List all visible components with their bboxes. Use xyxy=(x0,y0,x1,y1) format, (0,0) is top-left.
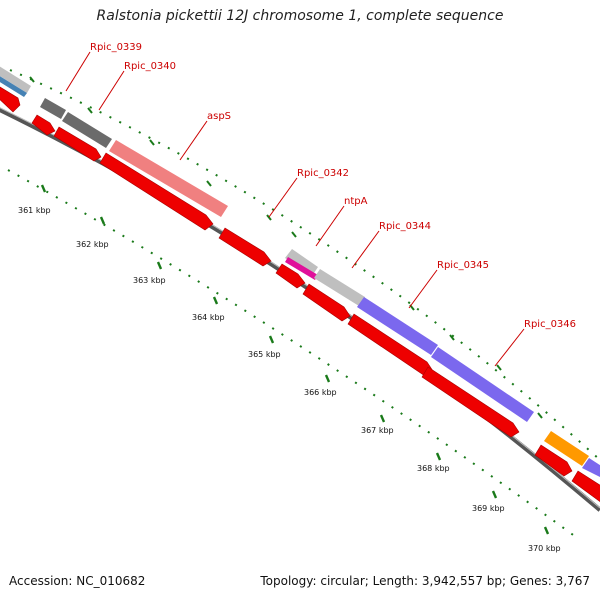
label-leaders xyxy=(65,51,525,367)
gene-label[interactable]: Rpic_0340 xyxy=(124,61,176,72)
gene-bar[interactable] xyxy=(62,112,112,148)
cds-arrow[interactable] xyxy=(99,152,214,231)
gene-bar[interactable] xyxy=(544,431,589,466)
gene-label[interactable]: ntpA xyxy=(344,196,368,207)
gene-bar[interactable] xyxy=(0,66,31,93)
cds-arrow[interactable] xyxy=(421,366,520,438)
scale-label: 362 kbp xyxy=(76,240,109,249)
cds-arrow[interactable] xyxy=(0,86,21,113)
cds-arrow[interactable] xyxy=(302,283,351,322)
cds-arrow[interactable] xyxy=(31,114,56,136)
gene-bar[interactable] xyxy=(582,458,600,480)
genome-backbone xyxy=(0,107,600,512)
gene-bar[interactable] xyxy=(285,249,318,276)
cds-arrow[interactable] xyxy=(275,263,306,289)
gene-bar[interactable] xyxy=(431,347,534,422)
gene-bar[interactable] xyxy=(314,269,365,306)
cds-arrow[interactable] xyxy=(347,313,434,377)
cds-arrow[interactable] xyxy=(571,470,600,506)
gene-bar[interactable] xyxy=(285,257,318,280)
gene-label[interactable]: Rpic_0339 xyxy=(90,42,142,53)
scale-label: 368 kbp xyxy=(417,464,450,473)
scale-arc xyxy=(7,169,581,541)
gene-bar[interactable] xyxy=(109,140,228,217)
gene-label[interactable]: Rpic_0345 xyxy=(437,260,489,271)
gene-bar[interactable] xyxy=(0,75,27,97)
scale-label: 370 kbp xyxy=(528,544,561,553)
scale-label: 364 kbp xyxy=(192,313,225,322)
gene-label[interactable]: Rpic_0346 xyxy=(524,319,576,330)
cds-arrow[interactable] xyxy=(218,227,272,267)
gene-label[interactable]: aspS xyxy=(207,111,231,122)
gene-bar[interactable] xyxy=(357,297,438,355)
map-title: Ralstonia pickettii 12J chromosome 1, co… xyxy=(96,8,504,24)
scale-label: 365 kbp xyxy=(248,350,281,359)
scale-label: 369 kbp xyxy=(472,504,505,513)
scale-label: 361 kbp xyxy=(18,206,51,215)
scale-label: 363 kbp xyxy=(133,276,166,285)
gene-label[interactable]: Rpic_0344 xyxy=(379,221,431,232)
scale-label: 366 kbp xyxy=(304,388,337,397)
cds-arrow[interactable] xyxy=(534,444,573,477)
topology-text: Topology: circular; Length: 3,942,557 bp… xyxy=(260,574,590,588)
gene-bar[interactable] xyxy=(40,98,66,119)
outer-ticks xyxy=(29,76,543,419)
scale-label: 367 kbp xyxy=(361,426,394,435)
gene-label[interactable]: Rpic_0342 xyxy=(297,168,349,179)
cog-track xyxy=(0,66,600,480)
cds-arrow[interactable] xyxy=(53,126,102,162)
scale-major-ticks xyxy=(40,184,550,535)
cds-track xyxy=(0,86,600,506)
accession-text: Accession: NC_010682 xyxy=(9,574,146,588)
